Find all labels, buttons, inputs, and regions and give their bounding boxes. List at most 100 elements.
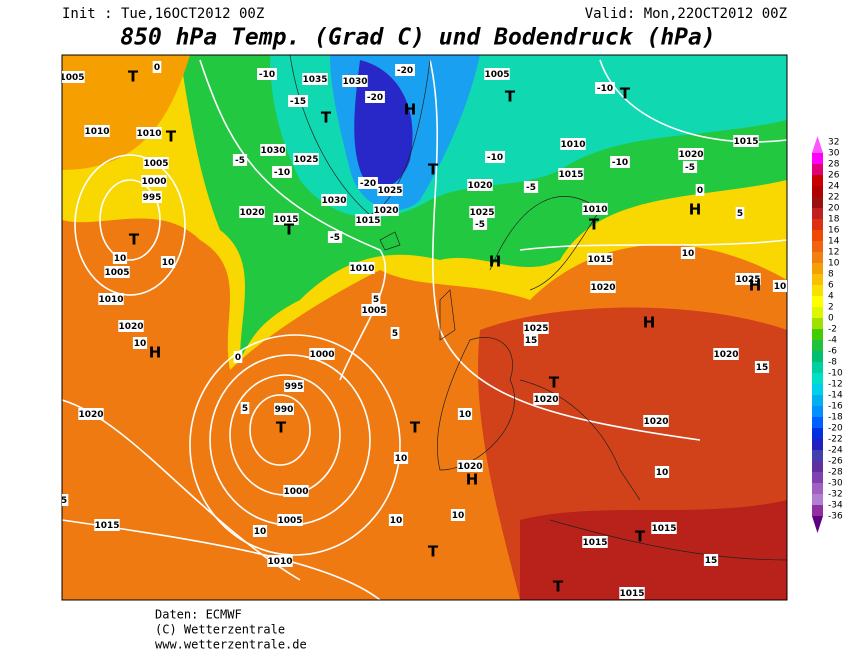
map-label: -5 — [235, 156, 245, 166]
colorbar-label: 18 — [828, 215, 840, 225]
map-label: 1025 — [377, 186, 402, 196]
label-box — [388, 514, 404, 526]
colorbar-cell — [812, 219, 823, 230]
low-marker: T — [166, 128, 177, 146]
low-marker: T — [128, 68, 139, 86]
map-label: 1005 — [104, 268, 129, 278]
label-box — [160, 256, 176, 268]
label-box — [78, 408, 104, 420]
label-box — [469, 206, 495, 218]
map-label: 1030 — [260, 146, 285, 156]
label-box — [377, 184, 403, 196]
colorbar-label: 10 — [828, 259, 840, 269]
label-box — [590, 281, 616, 293]
colorbar-label: -32 — [828, 490, 843, 500]
colorbar-cell — [812, 208, 823, 219]
label-box — [390, 327, 400, 339]
label-box — [94, 519, 120, 531]
map-label: 0 — [697, 186, 703, 196]
map-label: 1015 — [651, 524, 676, 534]
colorbar-label: -26 — [828, 457, 843, 467]
colorbar-label: -8 — [828, 358, 837, 368]
label-box — [523, 334, 539, 346]
colorbar-label: 20 — [828, 204, 840, 214]
colorbar-label: 22 — [828, 193, 839, 203]
map-label: 1015 — [94, 521, 119, 531]
low-marker: T — [428, 543, 439, 561]
field-hot — [520, 500, 787, 600]
map-label: 1025 — [469, 208, 494, 218]
init-text: Init : Tue,16OCT2012 00Z — [62, 6, 264, 22]
colorbar-label: -10 — [828, 369, 843, 379]
label-box — [393, 452, 409, 464]
map-label: 1020 — [713, 350, 738, 360]
map-label: 1015 — [582, 538, 607, 548]
low-marker: T — [276, 419, 287, 437]
map-label: 995 — [143, 193, 162, 203]
colorbar-cell — [812, 329, 823, 340]
map-label: 1005 — [361, 306, 386, 316]
colorbar-label: -24 — [828, 446, 843, 456]
map-label: 1015 — [619, 589, 644, 599]
low-marker: T — [410, 419, 421, 437]
colorbar-cell — [812, 494, 823, 505]
low-marker: T — [620, 85, 631, 103]
label-box — [457, 460, 483, 472]
label-box — [283, 485, 309, 497]
colorbar-label: -12 — [828, 380, 843, 390]
label-box — [484, 68, 510, 80]
map-label: -5 — [330, 233, 340, 243]
low-marker: T — [635, 528, 646, 546]
colorbar-cell — [812, 153, 823, 164]
high-marker: H — [689, 201, 702, 219]
label-box — [651, 522, 677, 534]
label-box — [62, 494, 69, 506]
colorbar-cell — [812, 373, 823, 384]
colorbar-label: -30 — [828, 479, 843, 489]
label-box — [582, 536, 608, 548]
map-label: 1010 — [582, 205, 607, 215]
map-label: 1020 — [590, 283, 615, 293]
label-box — [349, 262, 375, 274]
colorbar-label: 30 — [828, 149, 840, 159]
map-label: 1005 — [484, 70, 509, 80]
colorbar-label: 26 — [828, 171, 840, 181]
map-label: -20 — [367, 93, 383, 103]
map-label: 1010 — [98, 295, 123, 305]
label-box — [98, 293, 124, 305]
label-box — [342, 75, 368, 87]
label-box — [141, 175, 167, 187]
map-label: 1030 — [342, 77, 367, 87]
map-label: 10 — [774, 282, 787, 292]
map-label: 1015 — [273, 215, 298, 225]
map-label: 1000 — [283, 487, 308, 497]
label-box — [361, 304, 387, 316]
label-box — [680, 247, 696, 259]
colorbar-cell — [812, 241, 823, 252]
map-title: 850 hPa Temp. (Grad C) und Bodendruck (h… — [120, 25, 715, 51]
map-label: -10 — [487, 153, 503, 163]
label-box — [277, 514, 303, 526]
map-label: 15 — [525, 336, 538, 346]
label-box — [485, 151, 505, 163]
map-label: 1000 — [141, 177, 166, 187]
map-label: -10 — [597, 84, 613, 94]
label-box — [142, 191, 162, 203]
label-box — [772, 280, 787, 292]
low-marker: T — [321, 109, 332, 127]
label-box — [327, 231, 343, 243]
colorbar-label: -16 — [828, 402, 843, 412]
map-label: 10 — [390, 516, 403, 526]
colorbar-cell — [812, 417, 823, 428]
map-label: 10 — [254, 527, 267, 537]
label-box — [450, 509, 466, 521]
colorbar-cell — [812, 483, 823, 494]
label-box — [252, 525, 268, 537]
label-box — [288, 95, 308, 107]
label-box — [733, 135, 759, 147]
map-label: 1010 — [136, 129, 161, 139]
label-box — [136, 127, 162, 139]
label-box — [703, 554, 719, 566]
low-marker: T — [129, 231, 140, 249]
colorbar-label: 2 — [828, 303, 834, 313]
